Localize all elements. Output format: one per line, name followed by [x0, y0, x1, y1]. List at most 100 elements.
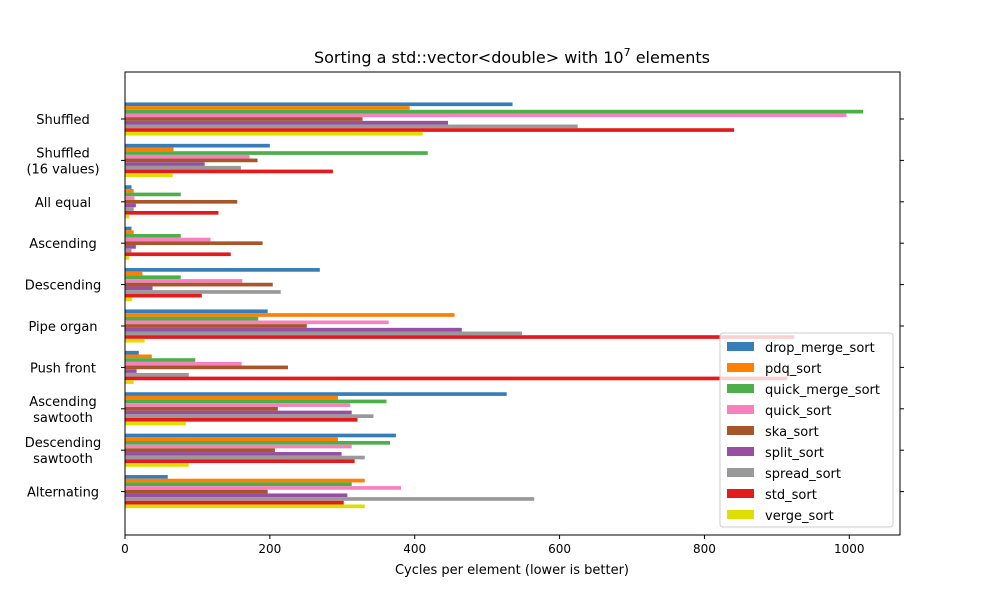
plot-frame — [124, 71, 901, 536]
x-tick-label: 0 — [121, 542, 129, 556]
bar-drop_merge_sort-5 — [125, 309, 268, 314]
bar-split_sort-8 — [125, 452, 342, 456]
bar-pdq_sort-6 — [125, 354, 152, 359]
legend-label: pdq_sort — [765, 362, 821, 377]
legend-swatch — [727, 510, 754, 519]
bar-quick_sort-1 — [125, 154, 250, 159]
x-tick-label: 400 — [403, 542, 426, 556]
bar-verge_sort-5 — [125, 338, 145, 343]
legend-item-quick_merge_sort: quick_merge_sort — [727, 383, 880, 398]
bar-verge_sort-7 — [125, 421, 186, 426]
legend-swatch — [727, 342, 754, 351]
bar-drop_merge_sort-6 — [125, 350, 139, 355]
bar-std_sort-3 — [125, 252, 231, 257]
bar-ska_sort-2 — [125, 199, 238, 204]
bar-drop_merge_sort-9 — [125, 475, 168, 479]
bar-ska_sort-7 — [125, 406, 278, 411]
bar-drop_merge_sort-1 — [125, 143, 270, 148]
legend-label: drop_merge_sort — [765, 341, 875, 356]
legend-item-pdq_sort: pdq_sort — [727, 362, 821, 377]
bar-drop_merge_sort-3 — [125, 226, 132, 231]
bar-drop_merge_sort-0 — [125, 102, 513, 107]
bar-spread_sort-8 — [125, 455, 365, 460]
bar-std_sort-1 — [125, 169, 333, 174]
bar-quick_sort-6 — [125, 361, 242, 366]
bar-split_sort-9 — [125, 493, 348, 498]
bar-quick_merge_sort-0 — [125, 109, 864, 114]
bar-ska_sort-0 — [125, 117, 363, 121]
y-tick-label: Push front — [30, 361, 96, 376]
bar-quick_merge_sort-8 — [125, 441, 391, 445]
bar-verge_sort-6 — [125, 380, 134, 384]
legend-label: ska_sort — [765, 425, 819, 440]
bar-split_sort-4 — [125, 286, 153, 291]
bar-drop_merge_sort-7 — [125, 392, 507, 396]
bar-quick_sort-0 — [125, 113, 847, 118]
bar-spread_sort-4 — [125, 290, 281, 294]
y-tick-label: Alternating — [27, 486, 99, 501]
bar-quick_merge_sort-4 — [125, 275, 181, 280]
legend-item-drop_merge_sort: drop_merge_sort — [727, 341, 875, 356]
bar-pdq_sort-1 — [125, 147, 174, 152]
legend-swatch — [727, 468, 754, 477]
bar-ska_sort-3 — [125, 241, 263, 246]
y-tick-label: Ascending sawtooth — [29, 395, 96, 426]
bar-verge_sort-2 — [125, 214, 130, 219]
bar-quick_merge_sort-7 — [125, 399, 387, 404]
bar-spread_sort-3 — [125, 248, 132, 253]
bar-spread_sort-2 — [125, 207, 134, 211]
bar-pdq_sort-2 — [125, 188, 134, 193]
legend-label: split_sort — [765, 446, 824, 461]
bar-ska_sort-8 — [125, 448, 275, 453]
bar-split_sort-7 — [125, 410, 352, 415]
legend-item-verge_sort: verge_sort — [727, 509, 834, 524]
legend-item-std_sort: std_sort — [727, 488, 817, 503]
bar-spread_sort-0 — [125, 124, 578, 129]
x-tick-label: 1000 — [834, 542, 865, 556]
legend-swatch — [727, 363, 754, 372]
x-axis-label: Cycles per element (lower is better) — [395, 563, 629, 578]
bar-pdq_sort-4 — [125, 271, 143, 276]
bar-drop_merge_sort-2 — [125, 185, 132, 189]
bar-std_sort-8 — [125, 459, 355, 464]
bar-quick_merge_sort-6 — [125, 358, 196, 362]
bar-ska_sort-5 — [125, 324, 307, 328]
y-tick-label: Shuffled — [36, 113, 90, 128]
bar-spread_sort-6 — [125, 372, 189, 377]
bar-quick_sort-8 — [125, 444, 352, 449]
bar-quick_sort-7 — [125, 403, 351, 407]
bar-std_sort-4 — [125, 293, 202, 298]
legend-swatch — [727, 426, 754, 435]
bars — [125, 102, 864, 509]
bar-quick_merge_sort-9 — [125, 482, 352, 487]
y-tick-label: Ascending — [29, 237, 96, 252]
bar-std_sort-5 — [125, 335, 795, 339]
y-axis: Shuffled Shuffled (16 values) All equal Asce… — [25, 113, 904, 501]
bar-pdq_sort-3 — [125, 230, 134, 234]
legend-swatch — [727, 384, 754, 393]
bar-std_sort-6 — [125, 376, 788, 381]
bar-verge_sort-3 — [125, 256, 130, 260]
bar-spread_sort-7 — [125, 414, 374, 418]
bar-drop_merge_sort-8 — [125, 433, 396, 438]
x-tick-label: 800 — [693, 542, 716, 556]
bar-verge_sort-0 — [125, 131, 423, 136]
bar-std_sort-0 — [125, 128, 735, 132]
bar-quick_sort-9 — [125, 486, 401, 490]
legend-swatch — [727, 447, 754, 456]
bar-quick_merge_sort-5 — [125, 316, 259, 321]
y-tick-label: Descending sawtooth — [25, 436, 102, 467]
legend-item-ska_sort: ska_sort — [727, 425, 819, 440]
legend-label: verge_sort — [765, 509, 834, 524]
bar-std_sort-7 — [125, 418, 358, 422]
bar-quick_merge_sort-1 — [125, 151, 428, 155]
bar-quick_merge_sort-3 — [125, 234, 181, 238]
bar-ska_sort-9 — [125, 489, 268, 494]
title-exponent: 7 — [624, 46, 631, 59]
bar-ska_sort-6 — [125, 365, 288, 370]
y-tick-label: All equal — [35, 196, 91, 211]
bar-quick_merge_sort-2 — [125, 192, 181, 197]
legend-item-spread_sort: spread_sort — [727, 467, 841, 482]
legend-swatch — [727, 405, 754, 414]
